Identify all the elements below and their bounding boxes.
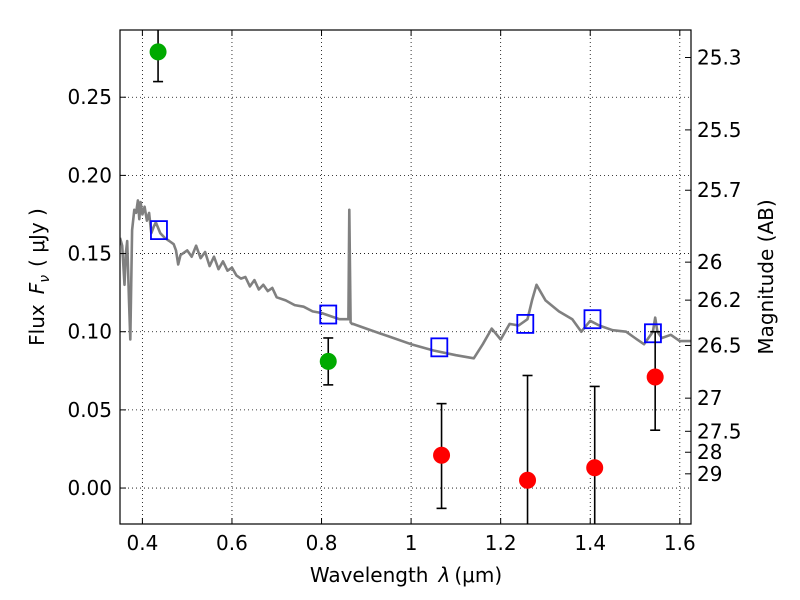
- observed-point: [646, 368, 664, 386]
- x-tick-label: 1.4: [574, 531, 606, 555]
- x-tick-label: 1: [405, 531, 418, 555]
- model-band-square: [644, 323, 662, 344]
- y-tick-label: 0.25: [67, 85, 112, 109]
- sed-line: [120, 199, 691, 360]
- y-tick-label: 0.00: [67, 476, 112, 500]
- observed-point: [319, 352, 337, 370]
- model-band-square: [583, 309, 602, 330]
- series-layer: [120, 30, 691, 524]
- y2-tick-label: 25.5: [697, 118, 742, 142]
- observed-point: [519, 471, 537, 489]
- model-band-square: [150, 220, 168, 241]
- grid-layer: [120, 30, 691, 524]
- observed-point: [433, 446, 451, 464]
- y2-tick-label: 26: [697, 250, 722, 274]
- model-band-square: [430, 337, 449, 358]
- y2-tick-label: 25.3: [697, 46, 742, 70]
- y-tick-label: 0.15: [67, 242, 112, 266]
- y2-tick-label: 25.7: [697, 178, 742, 202]
- y-tick-label: 0.05: [67, 398, 112, 422]
- model-band-square: [516, 313, 535, 334]
- y-tick-label: 0.10: [67, 320, 112, 344]
- y2-axis-label: Magnitude (AB): [754, 199, 778, 354]
- y2-tick-label: 28: [697, 440, 722, 464]
- x-tick-label: 1.2: [485, 531, 517, 555]
- observed-point: [149, 43, 167, 61]
- x-axis-label: Wavelength λ (μm): [310, 563, 502, 587]
- x-tick-label: 0.4: [126, 531, 158, 555]
- x-tick-label: 0.6: [216, 531, 248, 555]
- y2-tick-label: 26.2: [697, 288, 742, 312]
- tick-layer: 0.4 0.6 0.8 1 1.2 1.4 1.6 0.00 0.05 0.10 0.15 0.20 0…: [67, 30, 742, 555]
- y2-tick-label: 27.5: [697, 419, 742, 443]
- x-tick-label: 0.8: [306, 531, 338, 555]
- model-band-square: [319, 304, 338, 325]
- observed-point: [586, 459, 604, 477]
- x-tick-label: 1.6: [664, 531, 696, 555]
- y2-tick-label: 26.5: [697, 333, 742, 357]
- y-axis-label: FluxFν( μJy ): [25, 208, 53, 346]
- y2-tick-label: 27: [697, 386, 722, 410]
- y2-tick-label: 29: [697, 462, 722, 486]
- y-tick-label: 0.20: [67, 163, 112, 187]
- plot-frame: [119, 29, 692, 525]
